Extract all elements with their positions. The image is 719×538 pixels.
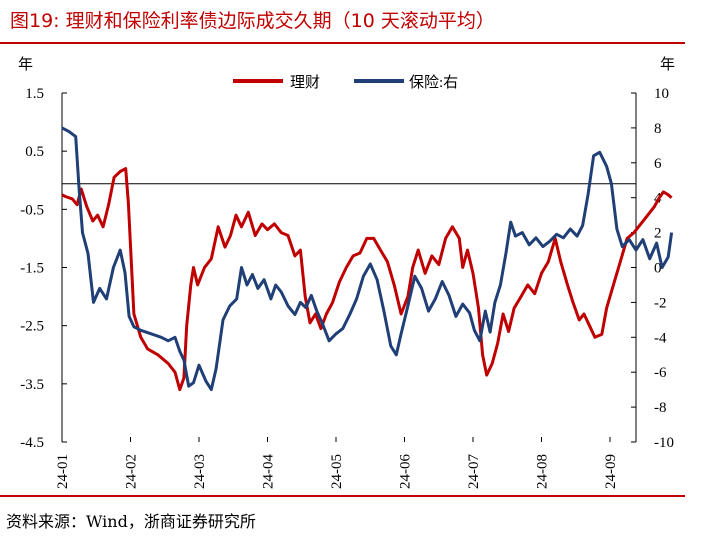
legend-label-baoxian: 保险:右 bbox=[409, 74, 458, 91]
x-tick-label: 24-09 bbox=[603, 454, 619, 489]
source-rule bbox=[0, 495, 685, 497]
y-right-tick-label: -4 bbox=[654, 330, 667, 346]
y-right-tick-label: -10 bbox=[654, 435, 674, 451]
y-left-tick-label: -3.5 bbox=[20, 377, 44, 393]
y-left-tick-label: 0.5 bbox=[25, 144, 44, 160]
figure-title: 图19: 理财和保险利率债边际成交久期（10 天滚动平均） bbox=[10, 10, 495, 32]
x-tick-label: 24-04 bbox=[261, 454, 277, 489]
legend: 理财 保险:右 bbox=[233, 74, 458, 91]
y-left-unit: 年 bbox=[18, 56, 33, 73]
y-right-tick-label: 2 bbox=[654, 226, 662, 242]
y-right-tick-label: -2 bbox=[654, 295, 667, 311]
y-right-tick-label: 6 bbox=[654, 156, 662, 172]
y-right-tick-label: 8 bbox=[654, 121, 662, 137]
y-right-tick-label: 0 bbox=[654, 261, 662, 277]
x-tick-label: 24-08 bbox=[535, 454, 551, 489]
series-line-licai bbox=[61, 167, 673, 392]
y-right-tick-label: 10 bbox=[654, 86, 669, 102]
y-left-tick-label: -2.5 bbox=[20, 319, 44, 335]
y-right-tick-label: -6 bbox=[654, 365, 667, 381]
legend-label-licai: 理财 bbox=[290, 74, 320, 91]
x-tick-label: 24-03 bbox=[192, 454, 208, 489]
series-layer bbox=[61, 126, 674, 392]
x-tick-label: 24-07 bbox=[466, 454, 482, 489]
y-left-tick-label: 1.5 bbox=[25, 86, 44, 102]
y-right-unit: 年 bbox=[660, 56, 675, 73]
x-tick-label: 24-05 bbox=[329, 454, 345, 489]
x-tick-label: 24-01 bbox=[55, 454, 71, 489]
x-tick-label: 24-06 bbox=[398, 454, 414, 489]
title-rule bbox=[0, 42, 685, 44]
y-left-tick-label: -4.5 bbox=[20, 435, 44, 451]
x-tick-label: 24-02 bbox=[124, 454, 140, 489]
axes: 1.50.5-0.5-1.5-2.5-3.5-4.51086420-2-4-6-… bbox=[20, 86, 674, 489]
y-left-tick-label: -1.5 bbox=[20, 261, 44, 277]
y-right-tick-label: -8 bbox=[654, 400, 667, 416]
source-note: 资料来源：Wind，浙商证券研究所 bbox=[6, 512, 256, 531]
series-line-baoxian bbox=[61, 126, 674, 392]
y-left-tick-label: -0.5 bbox=[20, 202, 44, 218]
